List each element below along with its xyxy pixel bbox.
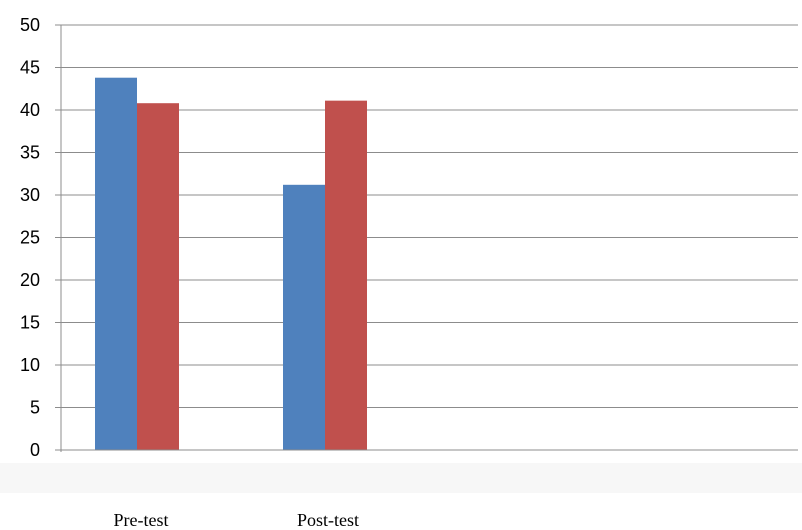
y-tick-label: 40 — [20, 100, 40, 120]
bar-1-pre-test — [95, 77, 137, 450]
bottom-band — [0, 463, 802, 493]
category-labels: Pre-test Post-test — [114, 510, 360, 530]
bars — [95, 77, 367, 451]
bar-2-post-test — [325, 100, 367, 451]
y-tick-label: 20 — [20, 270, 40, 290]
y-axis-tick-labels: 0 5 10 15 20 25 30 35 40 45 50 — [20, 15, 40, 460]
y-tick-label: 35 — [20, 143, 40, 163]
category-label: Pre-test — [114, 510, 169, 530]
y-tick-label: 15 — [20, 313, 40, 333]
bar-2-pre-test — [137, 103, 179, 450]
bar-1-post-test — [283, 184, 325, 451]
y-tick-label: 5 — [30, 398, 40, 418]
y-tick-label: 0 — [30, 440, 40, 460]
y-tick-label: 25 — [20, 228, 40, 248]
y-tick-label: 30 — [20, 185, 40, 205]
y-tick-label: 50 — [20, 15, 40, 35]
y-tick-label: 45 — [20, 58, 40, 78]
category-label: Post-test — [297, 510, 359, 530]
y-tick-label: 10 — [20, 355, 40, 375]
